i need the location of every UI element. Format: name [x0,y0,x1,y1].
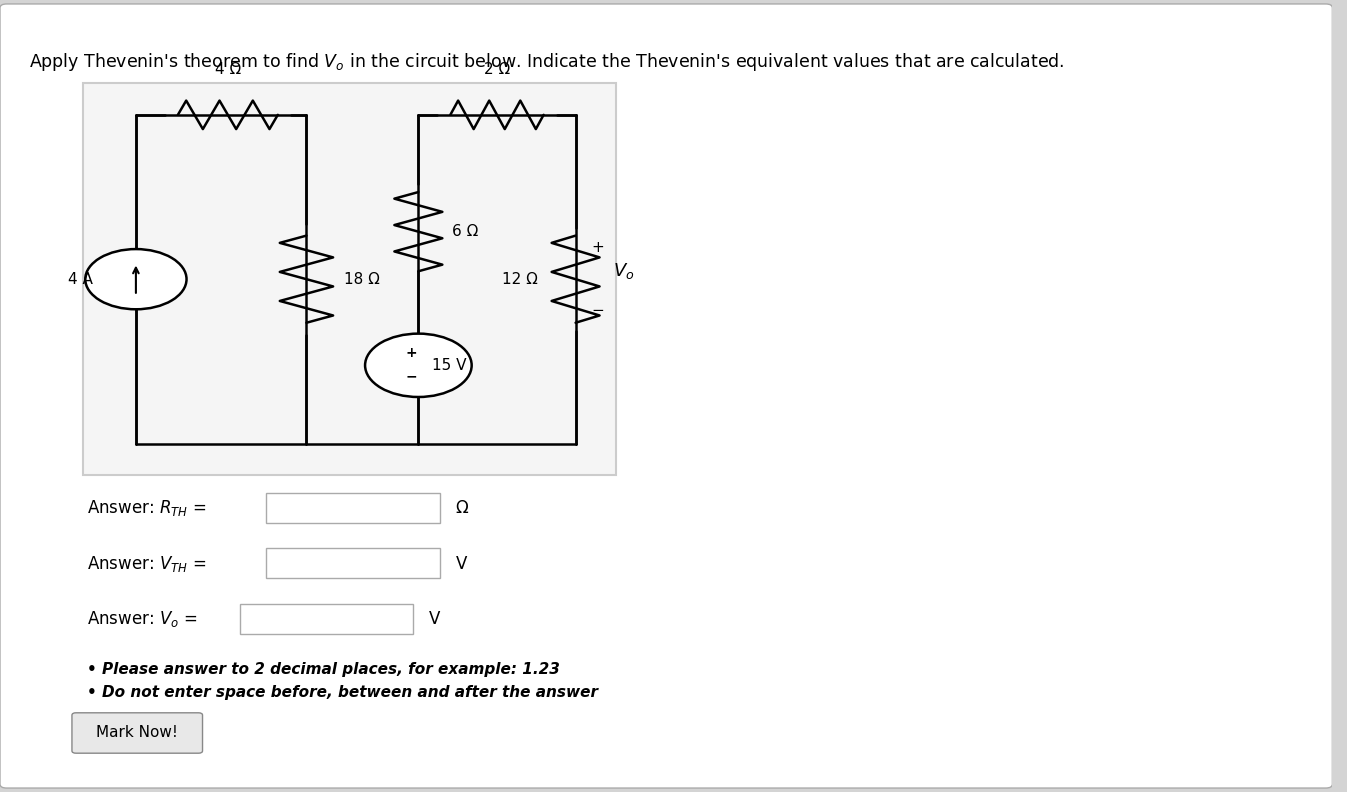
Text: 18 Ω: 18 Ω [343,272,380,287]
Text: −: − [591,303,605,318]
Text: 4 Ω: 4 Ω [214,62,241,77]
Text: 4 A: 4 A [69,272,93,287]
Text: +: + [405,346,418,360]
Text: −: − [405,369,418,383]
Text: 2 Ω: 2 Ω [484,62,511,77]
Bar [240,604,414,634]
Circle shape [85,249,186,310]
Bar [267,493,439,523]
Text: Answer: $R_{TH}$ =: Answer: $R_{TH}$ = [86,498,206,519]
Text: 15 V: 15 V [431,358,466,373]
Text: Mark Now!: Mark Now! [96,725,178,740]
FancyBboxPatch shape [0,4,1332,788]
Text: $V_o$: $V_o$ [613,261,634,281]
Text: V: V [430,611,440,628]
Bar [267,548,439,578]
Text: Ω: Ω [455,500,469,517]
Text: Answer: $V_o$ =: Answer: $V_o$ = [86,609,197,630]
Text: 6 Ω: 6 Ω [451,224,478,239]
Bar [82,83,616,475]
Text: • Please answer to 2 decimal places, for example: 1.23: • Please answer to 2 decimal places, for… [86,662,559,676]
Text: Apply Thevenin's theorem to find $V_o$ in the circuit below. Indicate the Theven: Apply Thevenin's theorem to find $V_o$ i… [30,51,1065,74]
Text: Answer: $V_{TH}$ =: Answer: $V_{TH}$ = [86,554,206,574]
FancyBboxPatch shape [71,713,202,753]
Text: V: V [455,555,467,573]
Text: 12 Ω: 12 Ω [502,272,539,287]
Circle shape [365,333,471,397]
Text: • Do not enter space before, between and after the answer: • Do not enter space before, between and… [86,686,598,700]
Text: +: + [591,240,605,255]
